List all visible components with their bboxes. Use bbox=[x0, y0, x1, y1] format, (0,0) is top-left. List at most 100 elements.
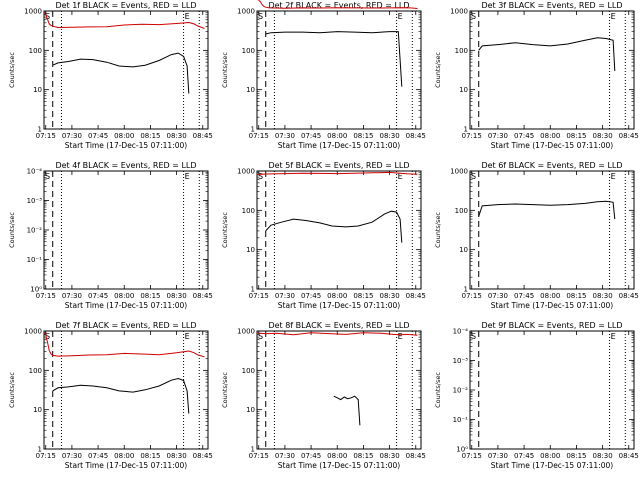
x-tick-label: 07:15 bbox=[36, 292, 56, 300]
plot-frame bbox=[256, 170, 422, 290]
detector-panel: Det 8f BLACK = Events, RED = LLD 07:15 07:… bbox=[213, 320, 426, 480]
x-tick-label: 08:00 bbox=[114, 452, 134, 460]
detector-panel: Det 2f BLACK = Events, RED = LLD 07:15 07:… bbox=[213, 0, 426, 160]
x-tick-label: 08:00 bbox=[114, 132, 134, 140]
start-label: S bbox=[258, 12, 263, 21]
chart-title: Det 8f BLACK = Events, RED = LLD bbox=[268, 321, 409, 330]
chart-svg: Det 8f BLACK = Events, RED = LLD 07:15 07:… bbox=[221, 321, 426, 470]
detector-panel: Det 9f BLACK = Events, RED = LLD 07:15 07:… bbox=[426, 320, 639, 480]
x-tick-label: 08:15 bbox=[566, 292, 586, 300]
x-tick-label: 07:30 bbox=[62, 452, 82, 460]
y-tick-label: 10⁻¹ bbox=[27, 256, 43, 264]
end-label: E bbox=[185, 12, 190, 21]
y-tick-label: 10⁻¹ bbox=[453, 416, 469, 424]
y-tick-label: 10⁰ bbox=[30, 286, 42, 294]
end-label: E bbox=[611, 172, 616, 181]
y-tick-label: 1 bbox=[38, 126, 42, 134]
chart-title: Det 1f BLACK = Events, RED = LLD bbox=[55, 1, 196, 10]
y-axis-label: Counts/sec bbox=[434, 372, 442, 408]
x-tick-label: 08:45 bbox=[619, 452, 639, 460]
x-tick-label: 08:45 bbox=[193, 292, 213, 300]
x-tick-label: 08:30 bbox=[167, 452, 187, 460]
x-axis-label: Start Time (17-Dec-15 07:11:00) bbox=[491, 301, 613, 310]
x-tick-label: 08:30 bbox=[593, 452, 613, 460]
events-series-line bbox=[478, 37, 616, 71]
start-label: S bbox=[258, 172, 263, 181]
x-axis-label: Start Time (17-Dec-15 07:11:00) bbox=[491, 461, 613, 470]
x-tick-label: 08:15 bbox=[353, 292, 373, 300]
plot-frame bbox=[43, 170, 209, 290]
y-tick-label: 100 bbox=[29, 367, 42, 375]
x-tick-label: 08:15 bbox=[353, 452, 373, 460]
x-tick-label: 07:15 bbox=[36, 132, 56, 140]
plot-frame bbox=[256, 330, 422, 450]
x-tick-label: 07:15 bbox=[462, 292, 482, 300]
events-series-line bbox=[478, 200, 616, 220]
x-tick-label: 08:45 bbox=[406, 132, 426, 140]
x-tick-label: 07:45 bbox=[301, 132, 321, 140]
start-label: S bbox=[45, 12, 50, 21]
y-tick-label: 100 bbox=[455, 47, 468, 55]
start-label: S bbox=[45, 332, 50, 341]
plot-frame bbox=[469, 10, 635, 130]
x-tick-label: 07:30 bbox=[275, 292, 295, 300]
x-axis-label: Start Time (17-Dec-15 07:11:00) bbox=[65, 461, 187, 470]
chart-title: Det 3f BLACK = Events, RED = LLD bbox=[481, 1, 622, 10]
x-tick-label: 07:30 bbox=[488, 452, 508, 460]
x-tick-label: 08:30 bbox=[593, 292, 613, 300]
y-tick-label: 1000 bbox=[237, 168, 255, 176]
x-axis-label: Start Time (17-Dec-15 07:11:00) bbox=[278, 461, 400, 470]
x-axis-label: Start Time (17-Dec-15 07:11:00) bbox=[65, 301, 187, 310]
start-label: S bbox=[471, 12, 476, 21]
y-tick-label: 1000 bbox=[24, 328, 42, 336]
y-tick-label: 100 bbox=[242, 207, 255, 215]
x-tick-label: 08:00 bbox=[540, 292, 560, 300]
chart-title: Det 6f BLACK = Events, RED = LLD bbox=[481, 161, 622, 170]
chart-svg: Det 2f BLACK = Events, RED = LLD 07:15 07:… bbox=[221, 0, 426, 150]
events-series-line bbox=[52, 377, 190, 414]
y-tick-label: 10 bbox=[246, 86, 255, 94]
start-label: S bbox=[471, 172, 476, 181]
y-tick-label: 100 bbox=[242, 367, 255, 375]
x-tick-label: 07:30 bbox=[275, 132, 295, 140]
y-axis-label: Counts/sec bbox=[221, 372, 229, 408]
y-tick-label: 10 bbox=[459, 86, 468, 94]
x-axis-label: Start Time (17-Dec-15 07:11:00) bbox=[278, 141, 400, 150]
y-axis-label: Counts/sec bbox=[434, 212, 442, 248]
y-tick-label: 10 bbox=[33, 86, 42, 94]
y-tick-label: 1000 bbox=[237, 8, 255, 16]
y-tick-label: 10⁻² bbox=[27, 227, 43, 235]
plot-frame bbox=[43, 10, 209, 130]
lld-series-line bbox=[43, 12, 205, 29]
y-tick-label: 1 bbox=[251, 286, 255, 294]
y-tick-label: 1 bbox=[38, 446, 42, 454]
start-label: S bbox=[45, 172, 50, 181]
x-axis-label: Start Time (17-Dec-15 07:11:00) bbox=[278, 301, 400, 310]
end-label: E bbox=[185, 332, 190, 341]
y-tick-label: 100 bbox=[29, 47, 42, 55]
x-tick-label: 08:00 bbox=[327, 132, 347, 140]
chart-svg: Det 3f BLACK = Events, RED = LLD 07:15 07:… bbox=[434, 1, 639, 150]
x-tick-label: 07:15 bbox=[462, 132, 482, 140]
y-tick-label: 10⁻⁴ bbox=[453, 328, 469, 336]
y-axis-label: Counts/sec bbox=[8, 212, 16, 248]
lld-series-line bbox=[256, 332, 418, 336]
y-axis-label: Counts/sec bbox=[434, 52, 442, 88]
x-tick-label: 07:15 bbox=[249, 292, 269, 300]
x-tick-label: 08:00 bbox=[327, 452, 347, 460]
x-tick-label: 08:15 bbox=[140, 132, 160, 140]
x-tick-label: 08:45 bbox=[619, 292, 639, 300]
y-tick-label: 1 bbox=[251, 446, 255, 454]
y-axis-label: Counts/sec bbox=[8, 52, 16, 88]
detector-panel: Det 4f BLACK = Events, RED = LLD 07:15 07:… bbox=[0, 160, 213, 320]
detector-panel: Det 3f BLACK = Events, RED = LLD 07:15 07:… bbox=[426, 0, 639, 160]
x-tick-label: 08:30 bbox=[167, 132, 187, 140]
x-tick-label: 07:30 bbox=[62, 132, 82, 140]
x-tick-label: 07:45 bbox=[514, 292, 534, 300]
end-label: E bbox=[398, 332, 403, 341]
x-tick-label: 07:15 bbox=[36, 452, 56, 460]
x-tick-label: 08:00 bbox=[540, 132, 560, 140]
x-tick-label: 08:15 bbox=[353, 132, 373, 140]
x-tick-label: 07:45 bbox=[514, 132, 534, 140]
